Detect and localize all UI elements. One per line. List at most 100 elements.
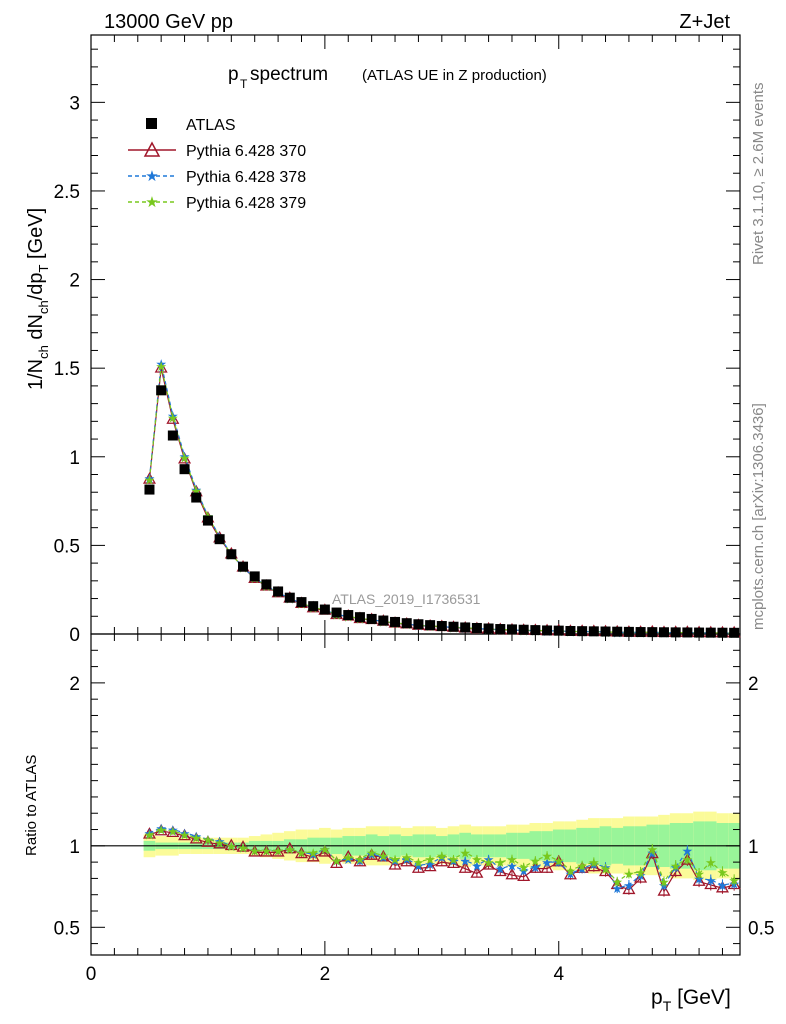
top-point-atlas (506, 624, 517, 635)
ratio-point-370 (505, 867, 519, 880)
top-point-atlas (319, 604, 330, 615)
ratio-point-1: ★ (494, 862, 506, 877)
top-point-atlas (495, 624, 506, 635)
legend-379: Pythia 6.428 379 (186, 195, 306, 212)
y-tick-label-ratio: 1 (69, 837, 80, 858)
top-point-atlas (623, 626, 634, 637)
ratio-point-2: ★ (494, 855, 506, 870)
top-point-atlas (366, 613, 377, 624)
top-point-2: ★ (144, 472, 156, 487)
y-tick-label-top: 1 (69, 448, 80, 469)
ratio-point-2: ★ (541, 849, 553, 864)
ratio-point-370 (482, 858, 496, 870)
ratio-point-2: ★ (670, 858, 682, 873)
top-point-atlas (460, 622, 471, 633)
ratio-point-1: ★ (424, 857, 436, 872)
top-point-atlas (308, 601, 319, 612)
top-point-atlas (378, 615, 389, 626)
title-rest: spectrum (250, 64, 328, 85)
ratio-point-370 (540, 861, 554, 873)
ratio-point-1: ★ (530, 860, 542, 875)
ratio-point-370 (365, 848, 379, 860)
top-point-atlas (144, 484, 155, 495)
ratio-point-2: ★ (635, 865, 647, 880)
y-tick-label-ratio-right: 1 (748, 837, 759, 858)
ratio-point-370 (353, 854, 367, 867)
ratio-point-1: ★ (623, 878, 635, 893)
top-point-atlas (705, 627, 716, 638)
ratio-point-2: ★ (600, 862, 612, 877)
ratio-point-2: ★ (319, 842, 331, 857)
ratio-point-1: ★ (682, 844, 694, 859)
ratio-point-370 (458, 861, 472, 873)
top-point-atlas (577, 626, 588, 637)
top-point-atlas (588, 626, 599, 637)
ratio-point-370 (634, 871, 648, 883)
ratio-point-370 (470, 866, 484, 878)
top-point-atlas (238, 561, 249, 572)
top-point-atlas (202, 515, 213, 526)
top-point-atlas (542, 625, 553, 636)
top-point-atlas (565, 625, 576, 636)
top-point-atlas (717, 627, 728, 638)
top-point-atlas (296, 597, 307, 608)
ratio-point-370 (587, 859, 601, 872)
ratio-point-370 (645, 846, 659, 859)
ratio-point-2: ★ (553, 853, 565, 868)
top-point-370 (142, 472, 156, 484)
ratio-point-2: ★ (190, 831, 202, 846)
ratio-point-2: ★ (518, 860, 530, 875)
top-point-1: ★ (155, 357, 167, 372)
top-point-370 (178, 451, 192, 464)
legend-378: Pythia 6.428 378 (186, 169, 306, 186)
top-point-2: ★ (167, 411, 179, 426)
ratio-point-370 (306, 849, 320, 862)
y-tick-label-top: 2.5 (54, 182, 80, 203)
ratio-point-2: ★ (296, 845, 308, 860)
ratio-point-2: ★ (284, 842, 296, 857)
x-tick-label: 0 (86, 964, 97, 985)
top-point-atlas (226, 549, 237, 560)
ratio-point-2: ★ (179, 827, 191, 842)
y-tick-label-ratio: 2 (69, 674, 80, 695)
top-point-atlas (191, 492, 202, 503)
top-point-atlas (214, 534, 225, 545)
title-sub: T (240, 77, 248, 91)
ratio-point-370 (411, 861, 425, 873)
ratio-point-1: ★ (717, 878, 729, 893)
ratio-point-370 (423, 859, 437, 872)
ratio-point-2: ★ (705, 855, 717, 870)
y-tick-label-top: 3 (69, 93, 80, 114)
plot-title: p T spectrum (ATLAS UE in Z production) (228, 64, 547, 91)
ratio-point-370 (704, 877, 718, 890)
top-point-1: ★ (167, 409, 179, 424)
x-tick-label: 2 (320, 964, 331, 985)
ratio-panel-data: ★ ★ ★ ★ ★ ★ ★ ★ ★ ★ ★ ★ ★ ★ ★ ★★ ★ ★ ★ ★ ★ ★ ★ ★ ★ ★ ★ ★ ★★ ★ ★ ★ ★ ★★ ★ ★ ★… (142, 821, 741, 897)
top-point-atlas (390, 616, 401, 627)
top-point-atlas (343, 610, 354, 621)
ratio-point-2: ★ (249, 844, 261, 859)
top-point-atlas (471, 622, 482, 633)
ratio-frame-border (90, 633, 741, 956)
legend-atlas-marker (146, 118, 157, 129)
rivet-label: Rivet 3.1.10, ≥ 2.6M events (750, 83, 767, 266)
legend-atlas: ATLAS (186, 117, 236, 134)
top-point-atlas (354, 612, 365, 623)
ratio-point-370 (435, 854, 449, 867)
ratio-point-2: ★ (717, 865, 729, 880)
ratio-point-2: ★ (436, 849, 448, 864)
top-point-atlas (612, 626, 623, 637)
legend: ATLAS Pythia 6.428 370 ★ Pythia 6.428 37… (128, 117, 306, 212)
ratio-point-2: ★ (144, 827, 156, 842)
ratio-point-370 (715, 880, 729, 893)
ratio-point-370 (388, 858, 402, 870)
top-point-2: ★ (190, 484, 202, 499)
top-point-atlas (436, 621, 447, 632)
top-point-atlas (413, 619, 424, 630)
ratio-point-1: ★ (705, 873, 717, 888)
title-p: p (228, 64, 239, 85)
ratio-point-2: ★ (471, 852, 483, 867)
top-point-atlas (553, 625, 564, 636)
y-tick-label-top: 1.5 (54, 359, 80, 380)
top-point-1: ★ (179, 449, 191, 464)
